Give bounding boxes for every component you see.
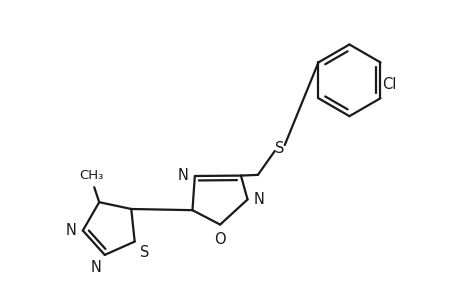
Text: N: N [253,192,264,207]
Text: N: N [178,169,189,184]
Text: CH₃: CH₃ [79,169,103,182]
Text: O: O [214,232,225,247]
Text: N: N [91,260,101,275]
Text: N: N [66,223,77,238]
Text: Cl: Cl [381,77,396,92]
Text: S: S [274,140,284,155]
Text: S: S [140,244,149,260]
